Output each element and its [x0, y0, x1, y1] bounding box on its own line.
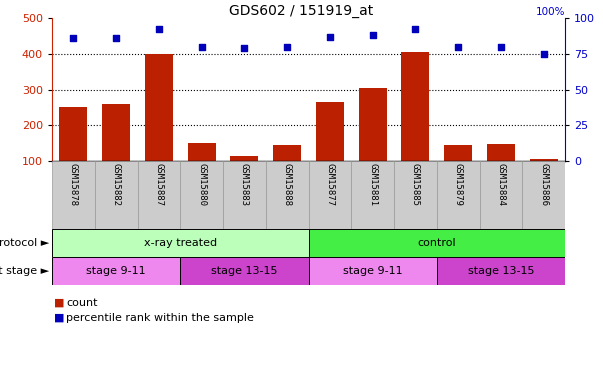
Text: GSM15887: GSM15887: [154, 163, 163, 206]
Point: [112, 35, 121, 41]
Bar: [52, 161, 95, 229]
Text: GSM15878: GSM15878: [69, 163, 78, 206]
Point: [69, 35, 78, 41]
Text: 100%: 100%: [535, 7, 565, 16]
Bar: [479, 161, 522, 229]
Bar: [180, 161, 223, 229]
Bar: [487, 144, 515, 197]
Text: ■: ■: [54, 298, 65, 308]
Text: GSM15880: GSM15880: [197, 163, 206, 206]
Point: [239, 45, 249, 51]
Text: GSM15883: GSM15883: [240, 163, 249, 206]
Bar: [402, 52, 429, 197]
Point: [496, 44, 506, 50]
Text: count: count: [66, 298, 98, 308]
Text: development stage ►: development stage ►: [0, 266, 49, 276]
Text: GSM15888: GSM15888: [283, 163, 292, 206]
Bar: [103, 104, 130, 197]
Text: stage 9-11: stage 9-11: [86, 266, 146, 276]
Text: stage 13-15: stage 13-15: [211, 266, 277, 276]
Bar: [309, 257, 437, 285]
Point: [154, 27, 163, 33]
Point: [197, 44, 206, 50]
Text: stage 13-15: stage 13-15: [467, 266, 534, 276]
Bar: [437, 257, 565, 285]
Bar: [316, 102, 344, 197]
Bar: [145, 54, 173, 197]
Point: [282, 44, 292, 50]
Bar: [352, 161, 394, 229]
Text: x-ray treated: x-ray treated: [144, 238, 217, 248]
Text: control: control: [417, 238, 456, 248]
Bar: [437, 161, 479, 229]
Text: GSM15879: GSM15879: [453, 163, 463, 206]
Bar: [95, 161, 137, 229]
Bar: [180, 257, 309, 285]
Bar: [137, 161, 180, 229]
Bar: [188, 143, 215, 197]
Text: GSM15885: GSM15885: [411, 163, 420, 206]
Text: percentile rank within the sample: percentile rank within the sample: [66, 313, 254, 323]
Text: ■: ■: [54, 313, 65, 323]
Text: GDS602 / 151919_at: GDS602 / 151919_at: [229, 4, 374, 18]
Bar: [223, 161, 266, 229]
Bar: [52, 257, 180, 285]
Bar: [309, 229, 565, 257]
Bar: [273, 145, 301, 197]
Text: GSM15884: GSM15884: [496, 163, 505, 206]
Text: GSM15886: GSM15886: [539, 163, 548, 206]
Bar: [529, 159, 558, 197]
Bar: [230, 156, 258, 197]
Bar: [444, 145, 472, 197]
Point: [411, 27, 420, 33]
Bar: [309, 161, 352, 229]
Text: protocol ►: protocol ►: [0, 238, 49, 248]
Bar: [359, 88, 387, 197]
Text: GSM15882: GSM15882: [112, 163, 121, 206]
Point: [368, 32, 377, 38]
Text: stage 9-11: stage 9-11: [343, 266, 402, 276]
Bar: [522, 161, 565, 229]
Bar: [60, 107, 87, 197]
Point: [539, 51, 549, 57]
Text: GSM15877: GSM15877: [326, 163, 335, 206]
Bar: [52, 229, 309, 257]
Text: GSM15881: GSM15881: [368, 163, 377, 206]
Point: [325, 34, 335, 40]
Point: [453, 44, 463, 50]
Bar: [394, 161, 437, 229]
Bar: [266, 161, 309, 229]
